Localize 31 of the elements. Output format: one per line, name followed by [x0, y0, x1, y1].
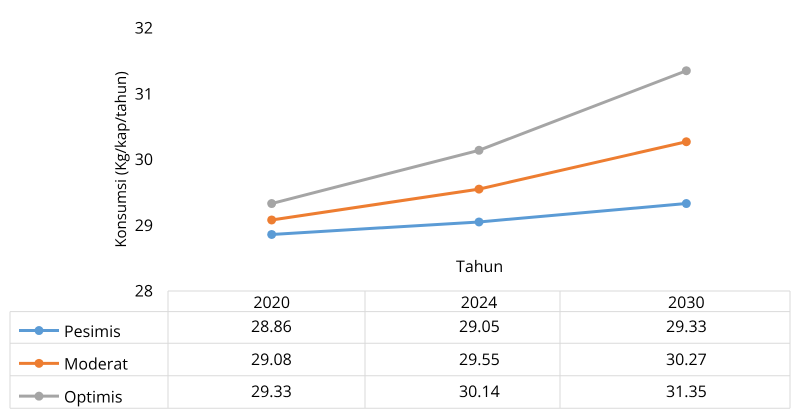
data-label: 29.33	[251, 380, 292, 402]
point	[474, 184, 484, 194]
y-tick-label: 30	[134, 148, 153, 170]
point	[267, 199, 276, 208]
point	[267, 215, 276, 224]
point	[474, 217, 484, 226]
y-axis-title: Konsumsi (Kg/kap/tahun)	[110, 71, 131, 248]
data-label: 29.55	[459, 348, 500, 370]
x-tick-label: 2024	[460, 291, 498, 313]
data-label: 30.27	[666, 348, 707, 370]
legend-label: Moderat	[64, 352, 128, 375]
data-label: 29.33	[666, 315, 707, 337]
data-label: 30.14	[459, 380, 500, 402]
point	[682, 66, 691, 76]
x-tick-label: 2030	[668, 291, 705, 313]
point	[682, 199, 691, 208]
point	[267, 230, 276, 239]
data-label: 28.86	[251, 315, 292, 337]
x-tick-label: 2020	[253, 291, 290, 313]
y-tick-label: 32	[134, 16, 153, 39]
y-tick-label: 28	[134, 280, 153, 302]
legend-label: Pesimis	[64, 320, 121, 342]
data-label: 29.05	[459, 315, 500, 337]
x-axis-title: Tahun	[456, 255, 504, 277]
point	[474, 146, 484, 155]
y-tick-label: 29	[134, 214, 153, 236]
legend-label: Optimis	[64, 385, 122, 408]
data-label: 31.35	[666, 380, 707, 402]
data-label: 29.08	[251, 348, 292, 370]
y-tick-label: 31	[134, 82, 153, 104]
point	[682, 137, 691, 146]
